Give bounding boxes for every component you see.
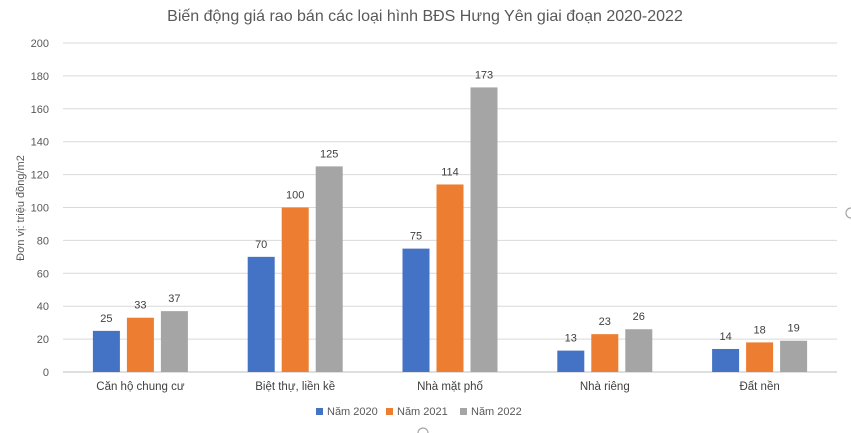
legend-label-1: Năm 2020 [327, 406, 378, 418]
data-label-4-series-2: 23 [599, 316, 611, 328]
data-label-4-series-1: 13 [565, 333, 577, 345]
y-tick-label-60: 60 [37, 268, 49, 280]
data-label-1-series-1: 25 [100, 313, 112, 325]
y-tick-label-160: 160 [31, 104, 49, 116]
legend-label-3: Năm 2022 [471, 406, 522, 418]
category-label-5: Đất nền [739, 381, 779, 393]
bar-5-series-1 [712, 348, 740, 372]
y-axis-ticks: 0 20 40 60 80 100 120 140 160 180 200 [31, 38, 49, 379]
bar-4-series-2 [591, 334, 619, 372]
y-tick-label-120: 120 [31, 170, 49, 182]
y-tick-label-0: 0 [43, 367, 49, 379]
category-labels: Căn hộ chung cư Biệt thự, liền kề Nhà mặt … [96, 381, 779, 393]
data-label-5-series-1: 14 [719, 331, 731, 343]
legend-swatch-2 [386, 408, 393, 415]
bar-5-series-3 [780, 340, 808, 372]
data-label-5-series-2: 18 [753, 324, 765, 336]
data-label-1-series-2: 33 [134, 300, 146, 312]
edge-circle-marker-right [845, 207, 851, 219]
data-label-2-series-2: 100 [286, 190, 304, 202]
bar-2-series-1 [247, 256, 275, 372]
bar-3-series-3 [470, 87, 498, 372]
y-tick-label-180: 180 [31, 71, 49, 83]
y-tick-label-80: 80 [37, 235, 49, 247]
category-label-3: Nhà mặt phố [417, 381, 483, 393]
data-label-3-series-1: 75 [410, 231, 422, 243]
y-tick-label-100: 100 [31, 203, 49, 215]
data-label-1-series-3: 37 [168, 293, 180, 305]
data-label-4-series-3: 26 [633, 311, 645, 323]
bar-5-series-2 [746, 342, 774, 372]
chart-title: Biến động giá rao bán các loại hình BĐS … [167, 8, 683, 25]
edge-circle-marker-bottom [417, 427, 429, 433]
bar-2-series-2 [281, 207, 309, 372]
bar-3-series-2 [436, 184, 464, 372]
data-label-2-series-1: 70 [255, 239, 267, 251]
bar-4-series-3 [625, 329, 653, 372]
y-axis-label: Đơn vị: triệu đồng/m2 [15, 155, 27, 261]
data-label-2-series-3: 125 [320, 148, 338, 160]
y-tick-label-140: 140 [31, 137, 49, 149]
y-tick-label-20: 20 [37, 334, 49, 346]
category-label-4: Nhà riêng [580, 381, 630, 393]
bar-1-series-2 [126, 317, 154, 372]
legend-swatch-3 [460, 408, 467, 415]
category-label-1: Căn hộ chung cư [96, 381, 185, 393]
bar-3-series-1 [402, 248, 430, 372]
data-label-3-series-2: 114 [441, 166, 459, 178]
bars-group [92, 87, 808, 372]
legend-label-2: Năm 2021 [397, 406, 448, 418]
data-label-5-series-3: 19 [787, 323, 799, 335]
legend-swatch-1 [316, 408, 323, 415]
y-tick-label-200: 200 [31, 38, 49, 50]
bar-2-series-3 [315, 166, 343, 372]
data-label-3-series-3: 173 [475, 69, 493, 81]
legend: Năm 2020 Năm 2021 Năm 2022 [316, 406, 522, 418]
y-tick-label-40: 40 [37, 301, 49, 313]
data-labels: 25 33 37 70 100 125 75 114 173 13 23 26 14 18 19 [100, 69, 799, 344]
bar-4-series-1 [557, 350, 585, 372]
bar-1-series-3 [160, 311, 188, 372]
category-label-2: Biệt thự, liền kề [255, 381, 335, 393]
bar-1-series-1 [92, 330, 120, 372]
